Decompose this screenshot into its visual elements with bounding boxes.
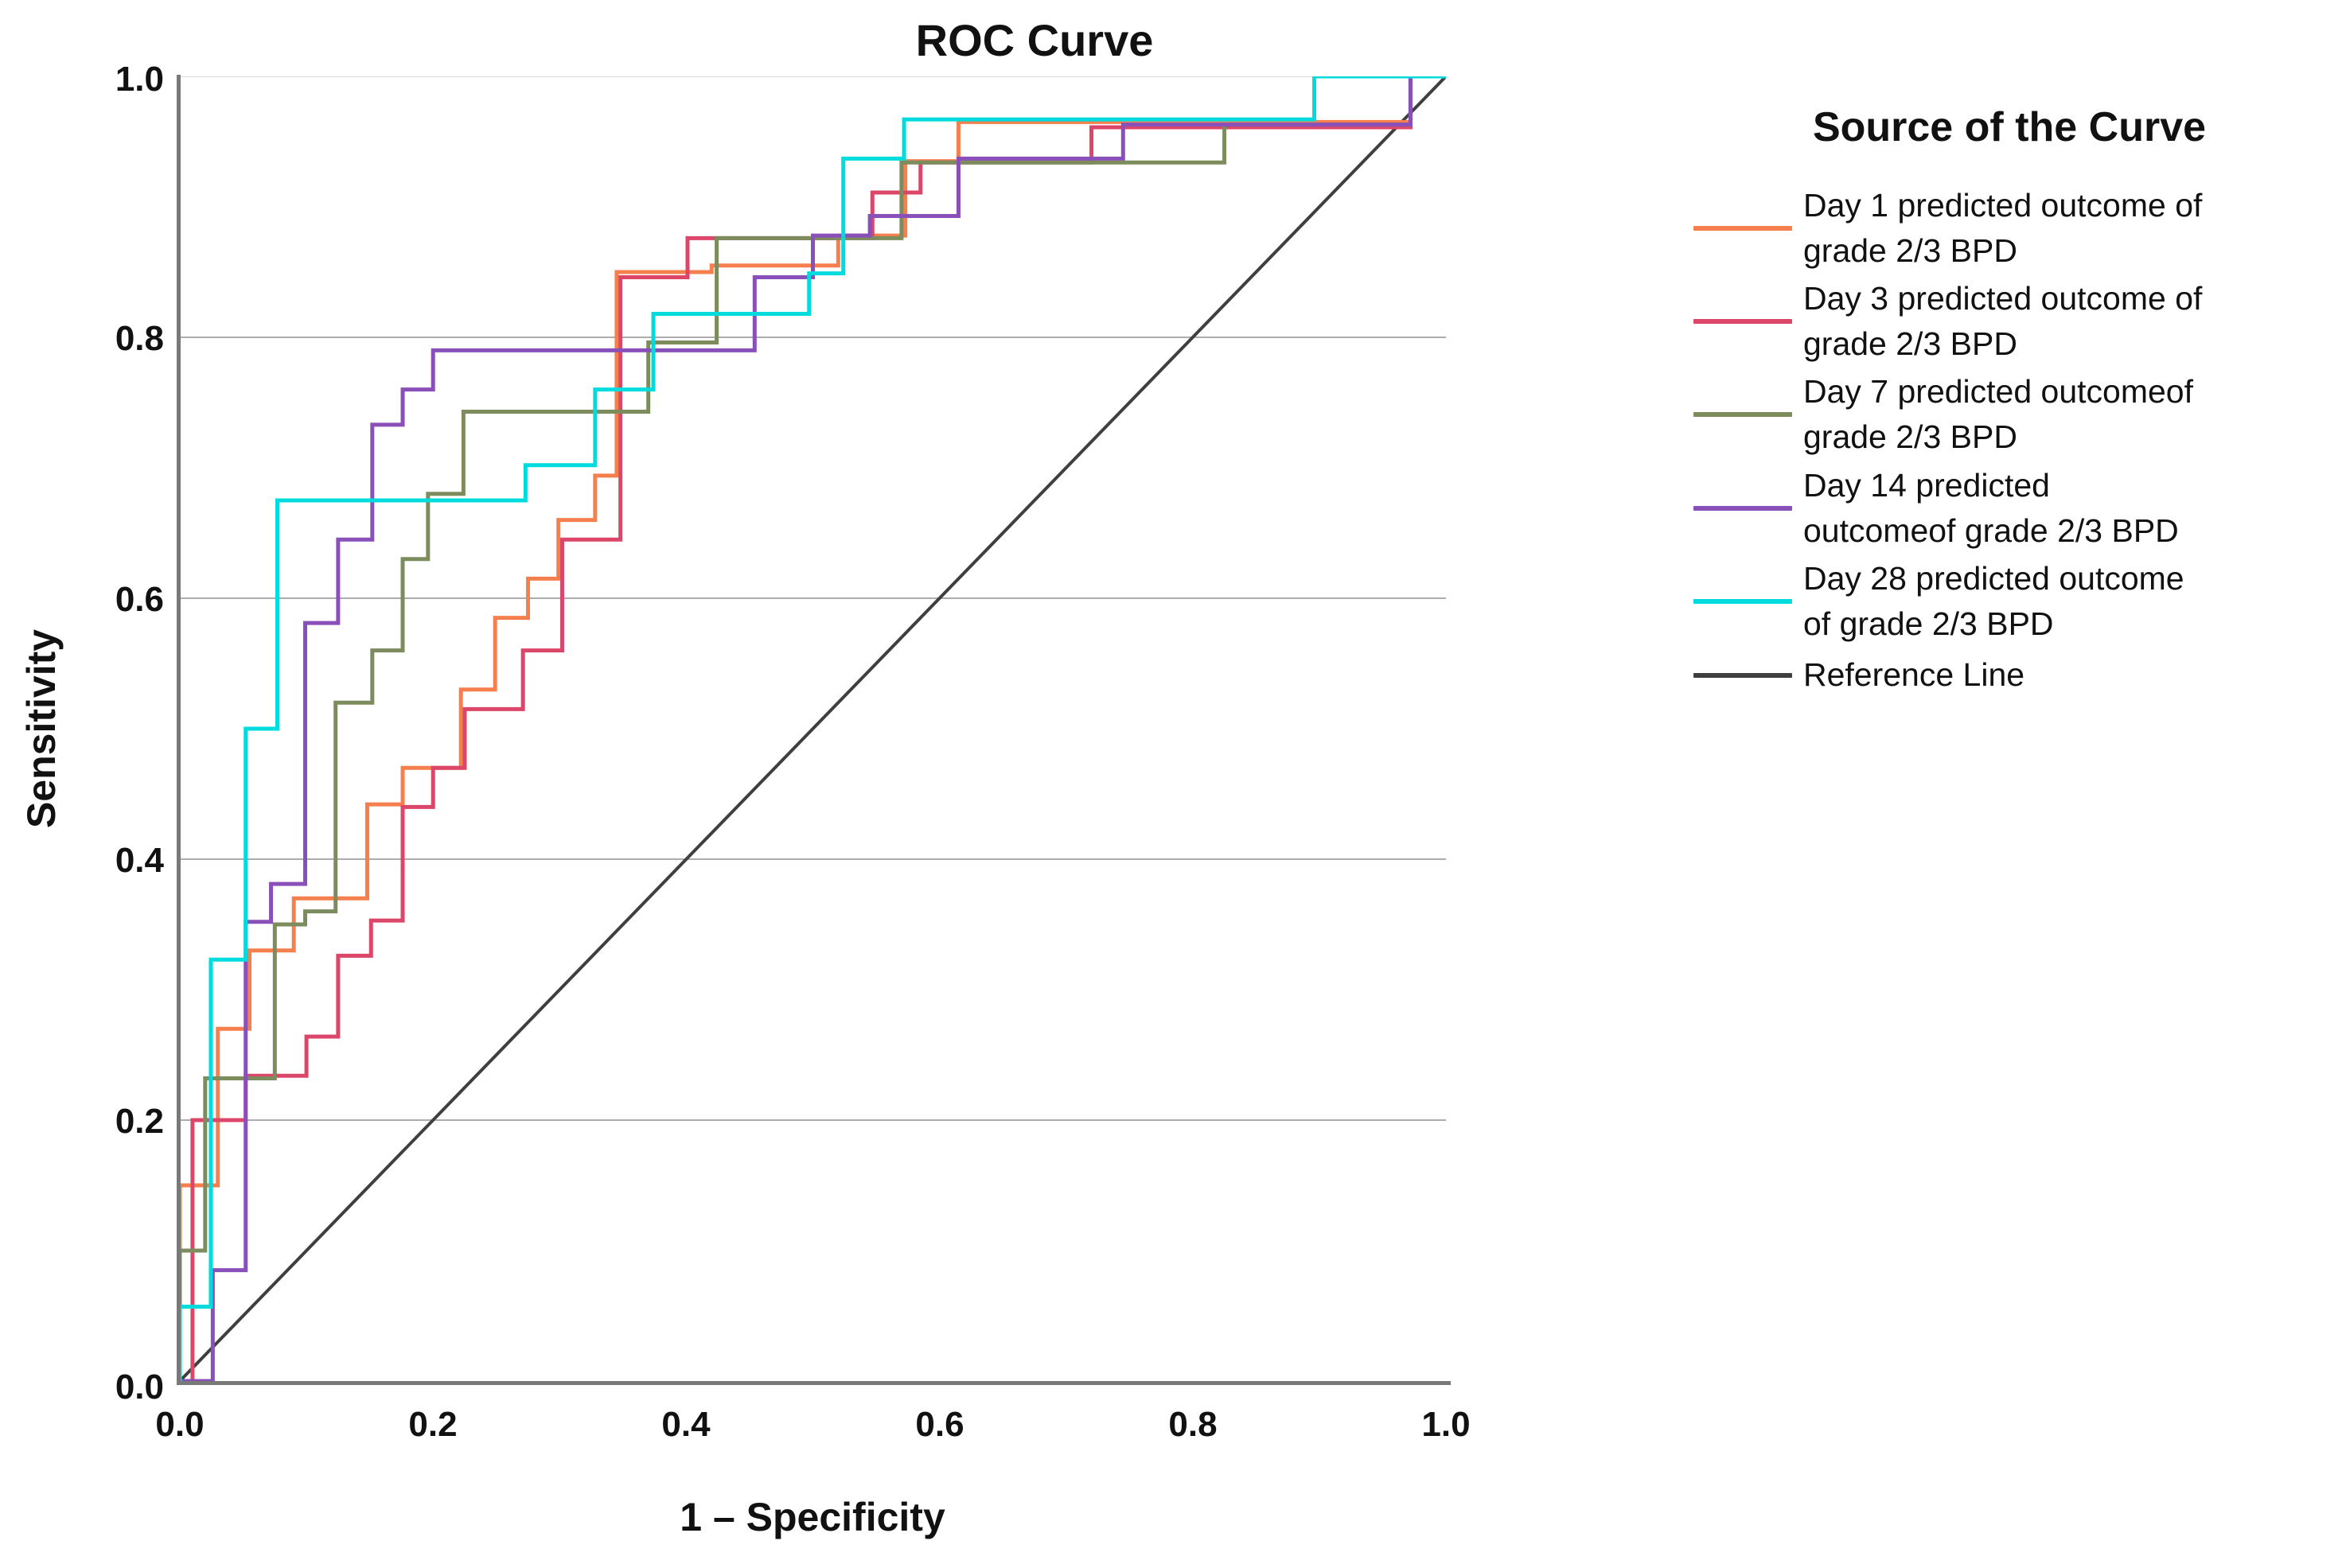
x-tick-0.6: 0.6 <box>915 1405 964 1444</box>
legend-item-day7: Day 7 predicted outcomeof grade 2/3 BPD <box>1693 369 2321 460</box>
x-tick-0.0: 0.0 <box>155 1405 205 1444</box>
y-tick-0.0: 0.0 <box>115 1368 164 1407</box>
roc-curve-5 <box>180 76 1446 1381</box>
day28-line-swatch <box>1693 599 1792 604</box>
legend-item-day14: Day 14 predicted outcomeof grade 2/3 BPD <box>1693 463 2321 554</box>
roc-curve-2 <box>180 76 1446 1381</box>
x-tick-0.4: 0.4 <box>661 1405 711 1444</box>
legend-item-label: Day 7 predicted outcomeof grade 2/3 BPD <box>1803 369 2321 460</box>
legend-item-day1: Day 1 predicted outcome of grade 2/3 BPD <box>1693 183 2321 274</box>
x-tick-1.0: 1.0 <box>1421 1405 1471 1444</box>
legend-item-label: Day 3 predicted outcome of grade 2/3 BPD <box>1803 276 2321 367</box>
y-axis-label: Sensitivity <box>19 628 64 829</box>
legend-item-reference-line: Reference Line <box>1693 652 2321 698</box>
legend-item-label: Reference Line <box>1803 652 2321 698</box>
legend-line: outcomeof grade 2/3 BPD <box>1803 512 2179 549</box>
legend-line: Day 3 predicted outcome of <box>1803 280 2203 317</box>
day3-line-swatch <box>1693 319 1792 324</box>
legend-item-day3: Day 3 predicted outcome of grade 2/3 BPD <box>1693 276 2321 367</box>
legend-line: Day 14 predicted <box>1803 467 2050 504</box>
legend-item-label: Day 28 predicted outcome of grade 2/3 BP… <box>1803 556 2321 647</box>
legend-item-label: Day 1 predicted outcome of grade 2/3 BPD <box>1803 183 2321 274</box>
y-axis-line <box>177 75 181 1385</box>
y-tick-0.2: 0.2 <box>115 1102 164 1141</box>
day7-line-swatch <box>1693 412 1792 417</box>
roc-plot-area <box>180 76 1446 1381</box>
legend-line: of grade 2/3 BPD <box>1803 605 2054 642</box>
legend-line: grade 2/3 BPD <box>1803 418 2017 455</box>
y-tick-0.6: 0.6 <box>115 580 164 619</box>
legend-line: Day 7 predicted outcomeof <box>1803 373 2193 410</box>
roc-curve-3 <box>180 76 1446 1381</box>
chart-title: ROC Curve <box>915 15 1154 65</box>
day1-line-swatch <box>1693 226 1792 231</box>
x-tick-0.8: 0.8 <box>1168 1405 1218 1444</box>
x-axis-label: 1 – Specificity <box>680 1495 945 1539</box>
y-tick-0.4: 0.4 <box>115 841 164 880</box>
roc-curve-1 <box>180 76 1446 1381</box>
legend-line: grade 2/3 BPD <box>1803 232 2017 269</box>
legend-line: Day 1 predicted outcome of <box>1803 187 2203 224</box>
y-tick-1.0: 1.0 <box>115 60 164 99</box>
reference-line <box>180 76 1446 1381</box>
x-tick-0.2: 0.2 <box>408 1405 458 1444</box>
roc-curve-4 <box>180 76 1446 1381</box>
x-axis-line <box>177 1381 1451 1385</box>
legend-title: Source of the Curve <box>1812 104 2207 150</box>
legend-item-day28: Day 28 predicted outcome of grade 2/3 BP… <box>1693 556 2321 647</box>
reference-line-swatch <box>1693 672 1792 678</box>
y-tick-0.8: 0.8 <box>115 319 164 358</box>
legend-line: Reference Line <box>1803 656 2025 693</box>
legend-line: grade 2/3 BPD <box>1803 325 2017 362</box>
day14-line-swatch <box>1693 506 1792 511</box>
legend-item-label: Day 14 predicted outcomeof grade 2/3 BPD <box>1803 463 2321 554</box>
legend-line: Day 28 predicted outcome <box>1803 560 2184 597</box>
